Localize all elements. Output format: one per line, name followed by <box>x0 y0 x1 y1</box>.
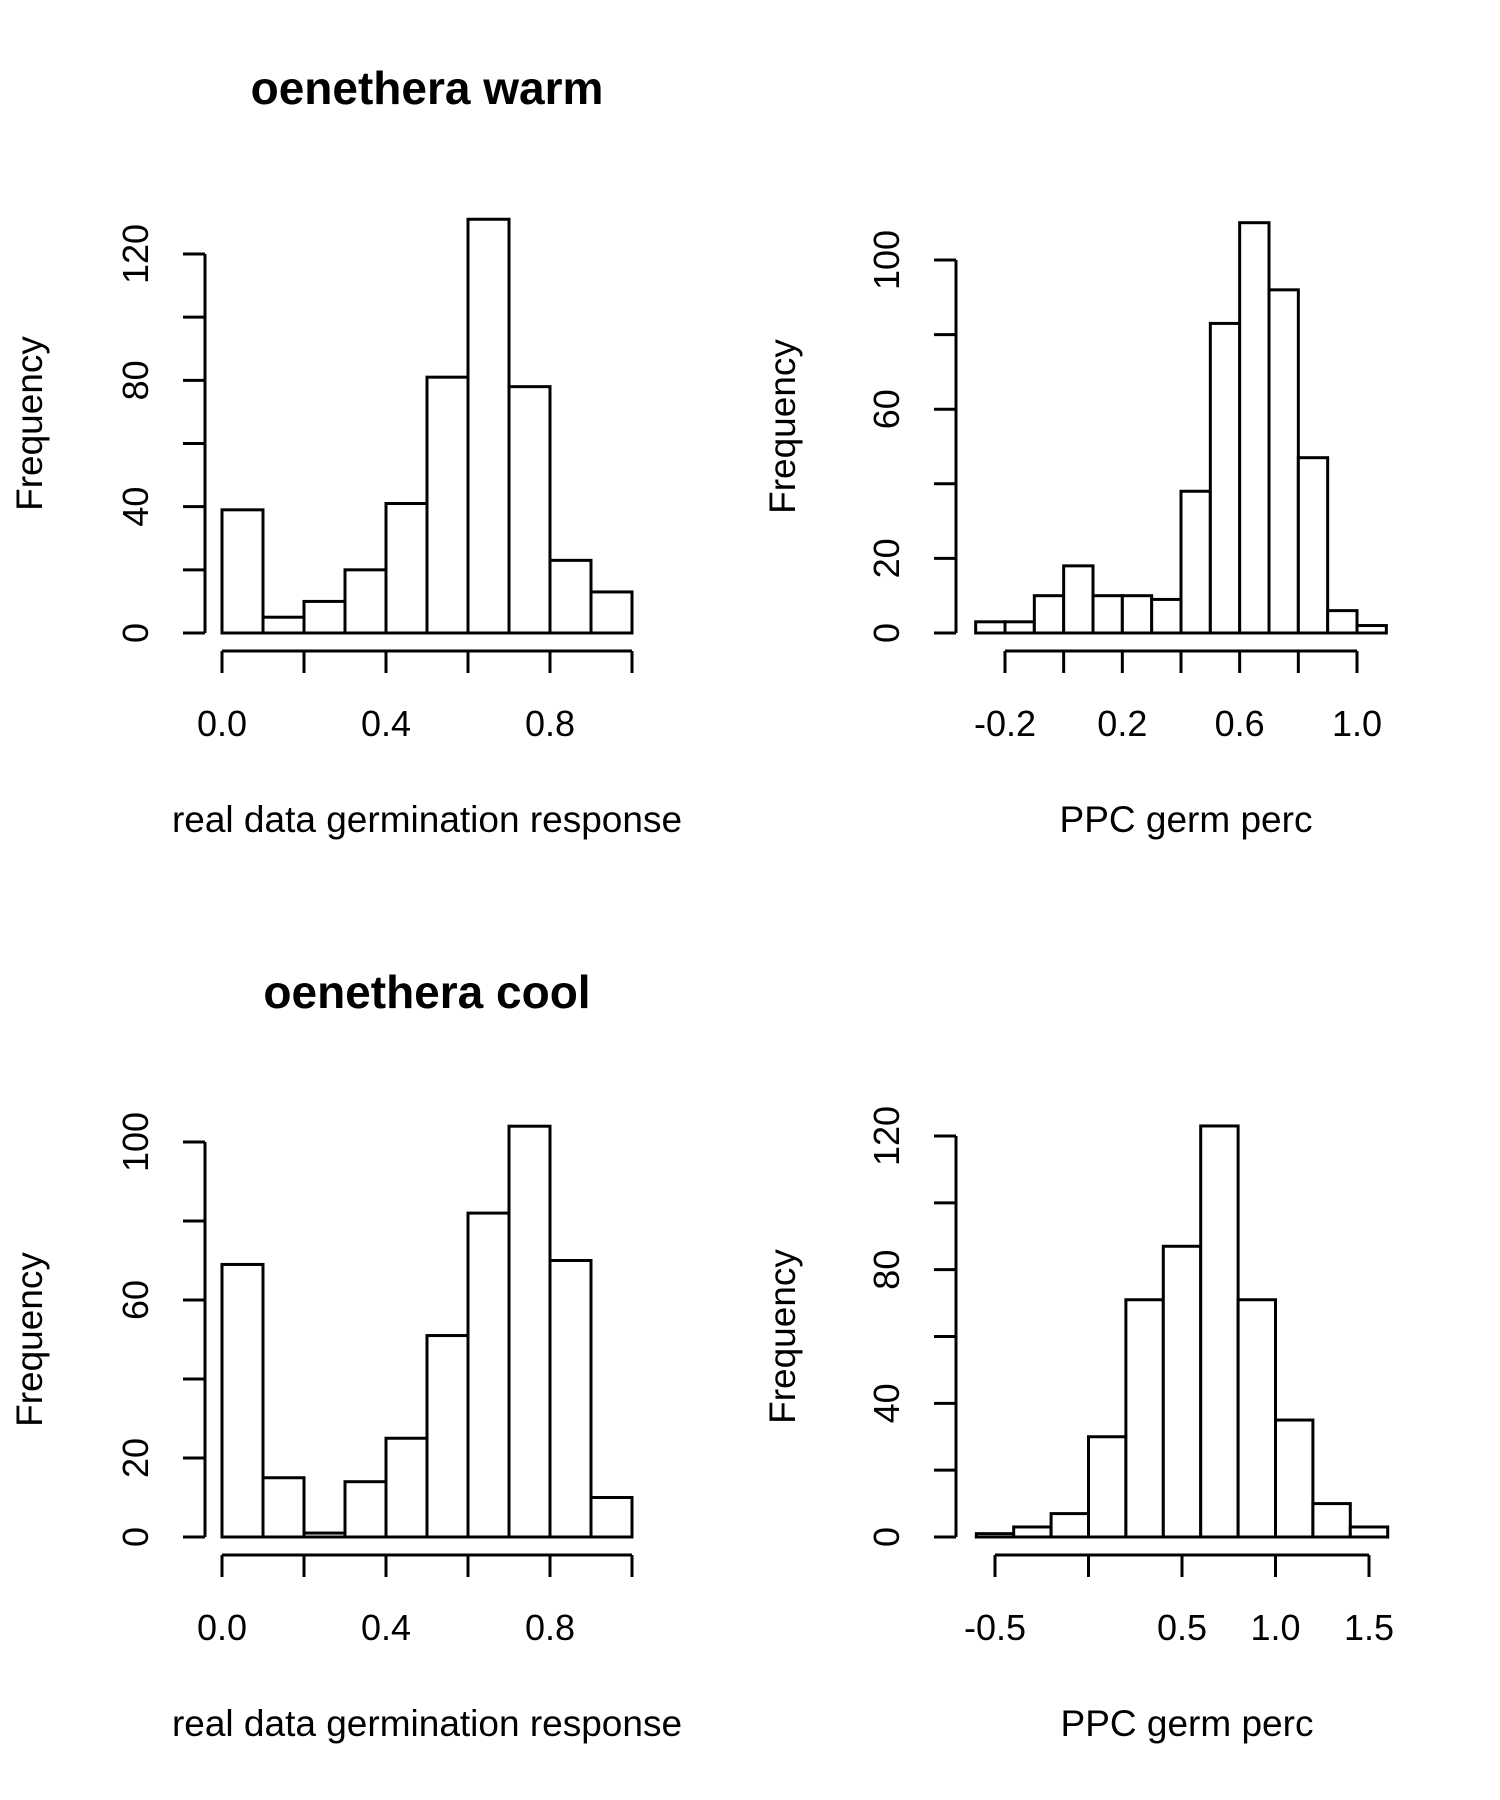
y-axis-title: Frequency <box>762 339 803 514</box>
panel-warm-ppc: -0.2 0.2 0.6 1.0 0 20 60 100 PPC germ perc Freque… <box>762 221 1388 840</box>
histogram-bar <box>1199 1124 1240 1539</box>
histogram-bar <box>302 1531 347 1539</box>
histogram-bar <box>1049 1512 1090 1539</box>
histogram-bar <box>1238 221 1271 635</box>
histogram-bar <box>1161 1244 1203 1539</box>
histogram-bar <box>1311 1502 1352 1539</box>
histogram-bar <box>220 1262 265 1539</box>
histogram-bar <box>1124 1298 1165 1539</box>
y-tick-label: 0 <box>866 1527 907 1547</box>
histogram-bar <box>974 1532 1016 1539</box>
x-tick-label: 0.4 <box>361 703 411 744</box>
histogram-bar <box>548 1259 593 1539</box>
panel-cool-real: oenethera cool 0.0 0.4 0.8 0 20 60 100 real data… <box>9 966 682 1744</box>
x-tick-label: 0.6 <box>1215 703 1265 744</box>
y-tick-label: 60 <box>115 1280 156 1320</box>
histogram-bar <box>425 375 470 635</box>
histogram-bar <box>1062 564 1095 635</box>
histogram-bar <box>466 1211 511 1539</box>
histogram-bar <box>1208 321 1242 635</box>
x-axis-title: real data germination response <box>172 799 682 840</box>
x-tick-label: 0.2 <box>1097 703 1147 744</box>
histogram-bar <box>384 1436 429 1539</box>
histogram-bar <box>589 590 634 635</box>
x-axis-title: PPC germ perc <box>1060 799 1313 840</box>
y-tick-label: 0 <box>866 623 907 643</box>
histogram-bar <box>261 615 306 635</box>
x-axis-title: real data germination response <box>172 1703 682 1744</box>
histogram-bar <box>1274 1418 1315 1539</box>
histogram-bar <box>261 1476 306 1539</box>
histogram-bar <box>1087 1435 1128 1539</box>
histogram-bar <box>1120 594 1154 635</box>
histogram-bar <box>302 599 347 635</box>
histogram-bar <box>1355 624 1388 635</box>
y-tick-label: 0 <box>115 623 156 643</box>
panel-cool-ppc: -0.5 0.5 1.0 1.5 0 40 80 120 PPC germ perc Freque… <box>762 1106 1394 1744</box>
histogram-bar <box>343 1480 388 1539</box>
y-tick-label: 20 <box>866 538 907 578</box>
histogram-bar <box>220 508 265 635</box>
histogram-bar <box>1032 594 1066 635</box>
histogram-bar <box>1267 288 1300 635</box>
histogram-bar <box>1326 609 1359 635</box>
y-tick-label: 80 <box>115 360 156 400</box>
y-tick-label: 40 <box>866 1383 907 1423</box>
y-tick-label: 20 <box>115 1438 156 1478</box>
x-tick-label: 1.0 <box>1332 703 1382 744</box>
histogram-bar <box>1179 489 1212 635</box>
histogram-bar <box>1003 620 1036 635</box>
histogram-bar <box>466 217 511 635</box>
histogram-bar <box>1150 597 1183 635</box>
y-tick-label: 120 <box>866 1106 907 1166</box>
histogram-bar <box>507 385 552 635</box>
histogram-bar <box>1012 1525 1053 1539</box>
y-tick-label: 60 <box>866 389 907 429</box>
histogram-bar <box>1091 594 1124 635</box>
histogram-bar <box>1236 1298 1277 1539</box>
chart-title: oenethera warm <box>251 62 604 114</box>
x-tick-label: 0.0 <box>197 703 247 744</box>
x-tick-label: 0.8 <box>525 1607 575 1648</box>
y-tick-label: 100 <box>866 230 907 290</box>
x-tick-label: -0.5 <box>964 1607 1026 1648</box>
histogram-bar <box>425 1334 470 1539</box>
x-tick-label: -0.2 <box>974 703 1036 744</box>
x-axis-title: PPC germ perc <box>1061 1703 1314 1744</box>
x-tick-label: 1.5 <box>1344 1607 1394 1648</box>
y-tick-label: 80 <box>866 1250 907 1290</box>
panel-warm-real: oenethera warm 0.0 0.4 0.8 0 40 80 120 real data… <box>9 62 682 840</box>
histogram-bar <box>343 568 388 635</box>
histogram-bar <box>1296 456 1330 635</box>
x-tick-label: 0.0 <box>197 1607 247 1648</box>
histogram-bar <box>507 1124 552 1539</box>
histogram-bar <box>974 620 1007 635</box>
x-tick-label: 0.4 <box>361 1607 411 1648</box>
y-axis-title: Frequency <box>9 336 50 511</box>
histogram-bar <box>548 558 593 635</box>
x-tick-label: 0.5 <box>1157 1607 1207 1648</box>
y-axis-title: Frequency <box>9 1252 50 1427</box>
histogram-bar <box>589 1496 634 1539</box>
histogram-bar <box>384 502 429 635</box>
y-tick-label: 40 <box>115 487 156 527</box>
y-tick-label: 120 <box>115 224 156 284</box>
y-tick-label: 0 <box>115 1527 156 1547</box>
y-tick-label: 100 <box>115 1112 156 1172</box>
y-axis-title: Frequency <box>762 1249 803 1424</box>
x-tick-label: 0.8 <box>525 703 575 744</box>
histogram-bar <box>1348 1525 1390 1539</box>
chart-title: oenethera cool <box>263 966 590 1018</box>
x-tick-label: 1.0 <box>1250 1607 1300 1648</box>
